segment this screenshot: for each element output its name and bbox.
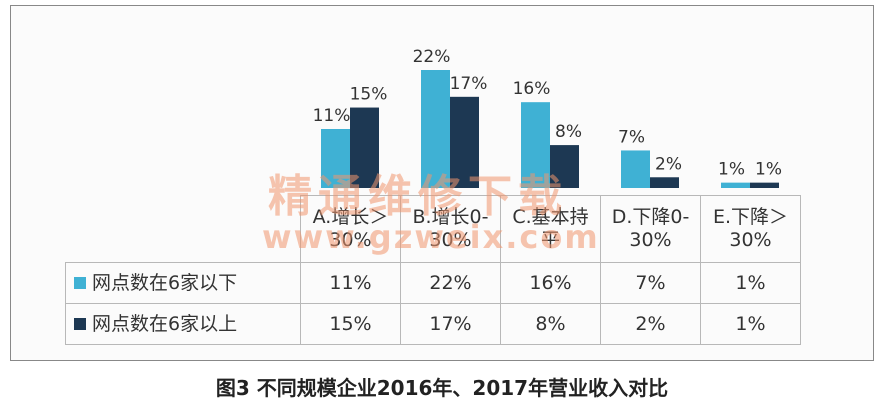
legend-swatch <box>74 318 86 330</box>
data-label: 22% <box>413 47 451 67</box>
table-value: 8% <box>500 303 601 345</box>
table-value: 1% <box>700 303 801 345</box>
legend-label: 网点数在6家以下 <box>92 271 238 294</box>
legend-label: 网点数在6家以上 <box>92 312 238 335</box>
bar <box>421 70 450 188</box>
bar <box>650 177 679 188</box>
bar <box>321 129 350 188</box>
category-cell: E.下降＞30% <box>700 195 801 263</box>
table-value: 15% <box>300 303 401 345</box>
data-label: 1% <box>755 160 782 180</box>
legend-cell: 网点数在6家以下 <box>65 262 301 304</box>
bar <box>350 107 379 188</box>
data-label: 1% <box>718 160 745 180</box>
bar <box>621 150 650 188</box>
legend-swatch <box>74 277 86 289</box>
category-cell: A.增长＞30% <box>300 195 401 263</box>
table-value: 7% <box>600 262 701 304</box>
bar <box>721 182 750 188</box>
bar <box>450 96 479 188</box>
data-label: 16% <box>513 79 551 99</box>
bar <box>750 182 779 188</box>
data-label: 17% <box>450 74 488 94</box>
table-value: 1% <box>700 262 801 304</box>
bar <box>521 102 550 188</box>
plot: 11%15% 22% 17% 16% 8% 7% 2% 1% 1% <box>313 47 782 188</box>
category-cell: D.下降0-30% <box>600 195 701 263</box>
data-label: 7% <box>618 127 645 147</box>
data-label: 8% <box>555 122 582 142</box>
legend-cell: 网点数在6家以上 <box>65 303 301 345</box>
category-cell: C.基本持平 <box>500 195 601 263</box>
table-value: 11% <box>300 262 401 304</box>
data-label: 2% <box>655 154 682 174</box>
table-value: 16% <box>500 262 601 304</box>
chart-title: 图3 不同规模企业2016年、2017年营业收入对比 <box>215 376 669 400</box>
data-label: 11% <box>313 106 351 126</box>
bar <box>550 145 579 188</box>
table-value: 22% <box>400 262 501 304</box>
data-label: 15% <box>350 85 388 105</box>
category-cell: B.增长0-30% <box>400 195 501 263</box>
table-value: 2% <box>600 303 701 345</box>
table-value: 17% <box>400 303 501 345</box>
